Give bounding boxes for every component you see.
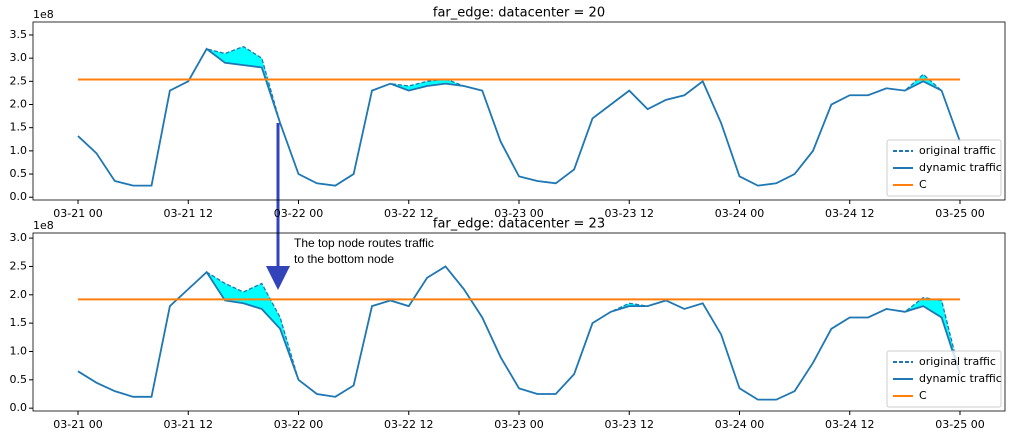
legend-label: C — [919, 389, 927, 402]
x-tick-label: 03-21 00 — [53, 418, 102, 429]
x-tick-label: 03-23 12 — [605, 207, 654, 220]
y-tick-label: 1.0 — [10, 344, 28, 357]
legend-label: original traffic — [919, 144, 996, 157]
y-tick-label: 3.5 — [10, 28, 28, 41]
y-tick-label: 0.5 — [10, 373, 28, 386]
x-tick-label: 03-25 00 — [935, 207, 984, 220]
y-tick-label: 1.5 — [10, 316, 28, 329]
y-tick-label: 0.0 — [10, 190, 28, 203]
fill-between — [78, 266, 960, 400]
y-tick-label: 3.0 — [10, 51, 28, 64]
offset-label: 1e8 — [33, 8, 54, 21]
annotation: The top node routes traffic — [294, 236, 434, 250]
chart-title: far_edge: datacenter = 20 — [433, 6, 605, 21]
y-tick-label: 0.0 — [10, 401, 28, 414]
x-tick-label: 03-24 00 — [715, 418, 764, 429]
legend-label: dynamic traffic — [919, 372, 1002, 385]
x-tick-label: 03-25 00 — [935, 418, 984, 429]
x-tick-label: 03-24 12 — [825, 207, 874, 220]
y-tick-label: 2.5 — [10, 259, 28, 272]
x-tick-label: 03-22 12 — [384, 418, 433, 429]
x-tick-label: 03-22 00 — [274, 207, 323, 220]
axes-frame — [32, 21, 1006, 201]
y-tick-label: 2.5 — [10, 74, 28, 87]
legend-box — [886, 139, 1002, 197]
x-tick-label: 03-22 12 — [384, 207, 433, 220]
legend-label: C — [919, 178, 927, 191]
x-tick-label: 03-24 12 — [825, 418, 874, 429]
x-tick-label: 03-23 00 — [494, 207, 543, 220]
x-tick-label: 03-23 12 — [605, 418, 654, 429]
x-tick-label: 03-24 00 — [715, 207, 764, 220]
x-tick-label: 03-21 00 — [53, 207, 102, 220]
y-tick-label: 2.0 — [10, 98, 28, 111]
y-tick-label: 3.0 — [10, 231, 28, 244]
chart-title: far_edge: datacenter = 23 — [433, 217, 605, 232]
series-line — [77, 47, 961, 187]
legend-label: original traffic — [919, 355, 996, 368]
x-tick-label: 03-21 12 — [164, 418, 213, 429]
legend-label: dynamic traffic — [919, 161, 1002, 174]
legend-box — [886, 350, 1002, 408]
y-tick-label: 1.5 — [10, 121, 28, 134]
y-tick-label: 1.0 — [10, 144, 28, 157]
axes-frame — [32, 232, 1006, 412]
series-line — [77, 265, 961, 401]
series-line — [77, 265, 961, 401]
y-tick-label: 0.5 — [10, 167, 28, 180]
x-tick-label: 03-23 00 — [494, 418, 543, 429]
annotation: to the bottom node — [294, 252, 394, 266]
x-tick-label: 03-21 12 — [164, 207, 213, 220]
offset-label: 1e8 — [33, 219, 54, 232]
y-tick-label: 2.0 — [10, 288, 28, 301]
x-tick-label: 03-22 00 — [274, 418, 323, 429]
